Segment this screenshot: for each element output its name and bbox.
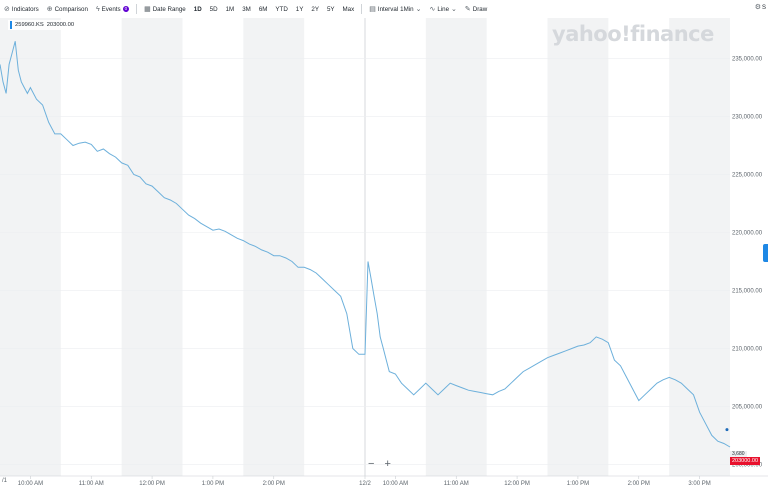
range-ytd[interactable]: YTD bbox=[275, 5, 288, 13]
x-tick-label: 2:00 PM bbox=[628, 481, 650, 487]
y-tick-label: 230,000.00 bbox=[732, 115, 763, 121]
y-tick-label: 220,000.00 bbox=[732, 231, 763, 237]
calendar-icon: ▦ bbox=[144, 5, 151, 13]
y-tick-label: 225,000.00 bbox=[732, 173, 763, 179]
plus-circle-icon: ⊕ bbox=[46, 5, 53, 13]
x-tick-label: 12/2 bbox=[359, 481, 371, 487]
last-price-tag: 203000.00 bbox=[730, 457, 760, 465]
interval-label: Interval bbox=[377, 5, 399, 13]
range-5y[interactable]: 5Y bbox=[326, 5, 335, 13]
x-tick-label: 12:00 PM bbox=[139, 481, 165, 487]
comparison-label: Comparison bbox=[54, 5, 88, 13]
range-1y[interactable]: 1Y bbox=[295, 5, 304, 13]
chevron-down-icon: ⌄ bbox=[451, 5, 457, 13]
date-range-label: Date Range bbox=[152, 5, 186, 13]
price-chart[interactable]: 235,000.00 230,000.00 225,000.00 220,000.00… bbox=[0, 18, 768, 495]
last-price-dot bbox=[725, 428, 729, 432]
x-tick-label: 10:00 AM bbox=[18, 481, 43, 487]
interval-button[interactable]: ▤ Interval 1Min ⌄ bbox=[365, 6, 425, 13]
chart-toolbar: ⊘ Indicators ⊕ Comparison ϟ Events 0 ▦ D… bbox=[0, 0, 768, 18]
chart-type-button[interactable]: ∿ Line ⌄ bbox=[425, 6, 460, 13]
pencil-icon: ✎ bbox=[464, 5, 471, 13]
session-band bbox=[425, 18, 487, 476]
date-range-button[interactable]: ▦ Date Range bbox=[140, 6, 190, 13]
range-6m[interactable]: 6M bbox=[258, 5, 268, 13]
zoom-in-button[interactable]: + bbox=[384, 458, 391, 470]
session-band bbox=[0, 18, 61, 476]
indicators-label: Indicators bbox=[11, 5, 39, 13]
range-1d[interactable]: 1D bbox=[193, 5, 202, 13]
x-tick-label: 11:00 AM bbox=[444, 481, 469, 487]
crosshair-value-tag: 3,680 bbox=[730, 451, 747, 457]
x-tick-label: 2:00 PM bbox=[263, 481, 285, 487]
interval-icon: ▤ bbox=[369, 5, 376, 13]
x-tick-label: 3:00 PM bbox=[688, 481, 710, 487]
session-band bbox=[121, 18, 183, 476]
toolbar-divider bbox=[136, 4, 138, 14]
legend-value: 203000.00 bbox=[46, 22, 75, 28]
interval-value: 1Min bbox=[400, 5, 414, 13]
session-band bbox=[669, 18, 730, 476]
yahoo-finance-logo: yahoo!finance bbox=[552, 22, 714, 46]
x-tick-label: 1:00 PM bbox=[202, 481, 224, 487]
session-band bbox=[243, 18, 305, 476]
gear-icon: ⚙ bbox=[754, 4, 761, 11]
legend-color-swatch bbox=[10, 21, 12, 29]
events-badge: 0 bbox=[122, 5, 130, 13]
toolbar-divider bbox=[361, 4, 363, 14]
session-band bbox=[547, 18, 609, 476]
draw-label: Draw bbox=[472, 5, 488, 13]
zoom-controls: − + bbox=[368, 458, 391, 470]
lightning-icon: ϟ bbox=[95, 5, 100, 13]
y-tick-label: 205,000.00 bbox=[732, 404, 763, 410]
x-tick-label: 12:00 PM bbox=[504, 481, 530, 487]
events-button[interactable]: ϟ Events 0 bbox=[92, 6, 133, 13]
range-2y[interactable]: 2Y bbox=[311, 5, 319, 13]
chart-legend: 259960.KS 203000.00 bbox=[8, 20, 77, 30]
indicators-button[interactable]: ⊘ Indicators bbox=[0, 6, 43, 13]
y-tick-label: 210,000.00 bbox=[732, 346, 763, 352]
line-chart-icon: ∿ bbox=[429, 5, 436, 13]
chart-type-label: Line bbox=[437, 5, 450, 13]
range-max[interactable]: Max bbox=[342, 5, 355, 13]
draw-button[interactable]: ✎ Draw bbox=[461, 6, 491, 13]
comparison-button[interactable]: ⊕ Comparison bbox=[43, 6, 92, 13]
chevron-down-icon: ⌄ bbox=[415, 5, 422, 13]
settings-button[interactable]: ⚙ S bbox=[755, 4, 766, 11]
zoom-out-button[interactable]: − bbox=[368, 458, 375, 470]
events-label: Events bbox=[101, 5, 121, 13]
first-date-label: /1 bbox=[2, 478, 8, 484]
range-3m[interactable]: 3M bbox=[242, 5, 251, 13]
range-1m[interactable]: 1M bbox=[225, 5, 235, 13]
y-tick-label: 235,000.00 bbox=[732, 57, 763, 63]
y-tick-label: 200,000.00 bbox=[732, 462, 763, 468]
price-line bbox=[0, 41, 731, 448]
side-scroll-handle[interactable] bbox=[763, 244, 768, 262]
x-tick-label: 11:00 AM bbox=[79, 481, 104, 487]
settings-label: S bbox=[761, 4, 766, 11]
range-5d[interactable]: 5D bbox=[209, 5, 218, 13]
indicators-icon: ⊘ bbox=[4, 5, 10, 13]
x-tick-label: 1:00 PM bbox=[567, 481, 589, 487]
y-tick-label: 215,000.00 bbox=[732, 288, 763, 294]
legend-symbol: 259960.KS bbox=[15, 22, 44, 28]
range-selector: 1D 5D 1M 3M 6M YTD 1Y 2Y 5Y Max bbox=[190, 6, 358, 13]
x-tick-label: 10:00 AM bbox=[383, 481, 408, 487]
